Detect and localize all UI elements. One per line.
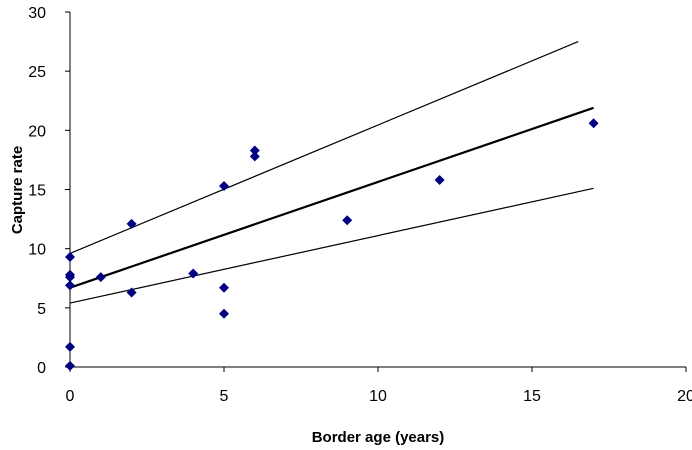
regression-lines (69, 41, 594, 304)
confidence-line (69, 41, 579, 254)
data-point (65, 360, 75, 371)
data-point (249, 145, 260, 156)
data-point (65, 280, 75, 291)
data-point (188, 268, 199, 279)
y-tick-label: 5 (37, 301, 46, 318)
data-point (126, 218, 137, 229)
y-tick-label: 30 (28, 5, 46, 22)
tick-labels: 0 5 10 15 20 25 30 0 5 10 15 20 (28, 5, 692, 405)
x-tick-label: 20 (677, 388, 692, 405)
x-axis-title: Border age (years) (312, 429, 445, 446)
y-tick-label: 10 (28, 242, 46, 259)
data-point (219, 282, 229, 293)
y-tick-label: 0 (37, 360, 46, 377)
y-axis-title: Capture rate (9, 146, 26, 234)
data-point (588, 118, 599, 129)
chart-axes (65, 11, 687, 372)
x-tick-label: 5 (220, 388, 229, 405)
data-point (249, 151, 260, 162)
confidence-line (69, 187, 594, 304)
y-tick-label: 25 (28, 64, 46, 81)
y-tick-label: 20 (28, 123, 46, 140)
data-point (342, 215, 353, 226)
regression-line (69, 106, 594, 289)
y-tick-label: 15 (28, 183, 46, 200)
data-point (434, 175, 445, 186)
data-point (219, 180, 229, 191)
data-points (65, 118, 599, 371)
data-point (95, 272, 106, 283)
data-point (126, 287, 137, 298)
data-point (219, 308, 229, 319)
x-tick-label: 0 (66, 388, 75, 405)
data-point (65, 341, 75, 352)
x-tick-label: 15 (523, 388, 541, 405)
data-point (65, 272, 75, 283)
x-tick-label: 10 (369, 388, 387, 405)
data-point (65, 251, 75, 262)
